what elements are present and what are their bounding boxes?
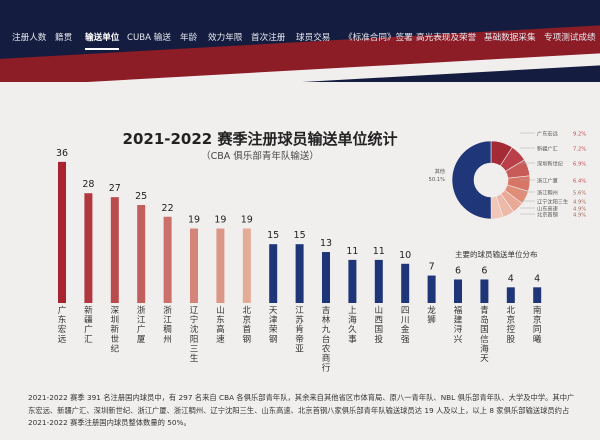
pie-label-other: 其他 (435, 167, 445, 175)
pie-label-0: 广东宏远 (537, 130, 558, 138)
pie-value-7: 4.9% (573, 213, 586, 219)
bar-value-label: 36 (56, 148, 68, 159)
bar-17 (506, 287, 515, 303)
nav-item-1[interactable]: 籍贯 (55, 33, 73, 43)
pie-value-5: 4.9% (573, 200, 586, 206)
bar-2 (110, 197, 119, 303)
bar-0 (58, 161, 66, 303)
bar-value-label: 19 (188, 215, 200, 226)
pie-value-0: 9.2% (573, 132, 586, 138)
category-label: 辽宁沈阳三生 (190, 305, 199, 364)
bar-value-label: 25 (135, 191, 147, 202)
pie-slice-8 (451, 140, 492, 220)
pie-label-3: 浙江广厦 (537, 177, 558, 185)
category-label: 四川金强 (401, 306, 410, 345)
bar-value-label: 19 (241, 215, 253, 226)
category-label: 南京同曦 (533, 304, 542, 345)
bar-4 (163, 216, 172, 303)
bar-12 (374, 259, 383, 303)
bar-16 (480, 279, 489, 303)
bar-value-label: 11 (373, 246, 385, 257)
bar-value-label: 6 (481, 265, 487, 276)
pie-label-1: 新疆广汇 (537, 145, 558, 153)
pie-value-other: 50.1% (429, 177, 446, 183)
bar-value-label: 11 (346, 246, 358, 257)
pie-value-2: 6.9% (573, 162, 586, 168)
nav-item-2[interactable]: 输送单位 (85, 29, 120, 50)
pie-label-7: 北京首钢 (537, 211, 558, 219)
pie-label-5: 辽宁沈阳三生 (537, 198, 568, 206)
nav-item-3[interactable]: CUBA 输送 (127, 33, 171, 43)
pie-value-3: 6.4% (573, 179, 586, 185)
bar-value-label: 7 (429, 262, 435, 273)
bar-11 (348, 259, 357, 303)
category-label: 龙狮 (427, 304, 436, 326)
category-label: 浙江广厦 (137, 304, 146, 345)
bar-value-label: 4 (508, 273, 514, 284)
bar-value-label: 15 (294, 230, 306, 241)
bar-9 (295, 244, 304, 303)
category-label: 广东宏远 (58, 304, 67, 345)
pie-value-6: 4.9% (573, 207, 586, 213)
bar-value-label: 19 (214, 215, 226, 226)
nav-item-0[interactable]: 注册人数 (12, 33, 47, 43)
pie-label-2: 深圳新世纪 (537, 160, 563, 168)
bar-1 (84, 193, 93, 303)
bar-value-label: 10 (399, 250, 411, 261)
chart-title: 2021-2022 赛季注册球员输送单位统计 (122, 130, 398, 148)
category-label: 北京控股 (506, 305, 515, 345)
nav-item-7[interactable]: 球员交易 (296, 33, 331, 43)
bar-value-label: 22 (162, 203, 174, 214)
nav-item-11[interactable]: 专项测试成绩 (544, 33, 596, 43)
footnote: 2021-2022 赛季 391 名注册国内球员中，有 297 名来自 CBA … (28, 393, 575, 427)
nav-item-6[interactable]: 首次注册 (251, 33, 286, 43)
category-label: 深圳新世纪 (110, 305, 119, 354)
category-label: 北京首钢 (242, 305, 251, 345)
category-label: 福建浔兴 (454, 305, 463, 345)
nav-item-8[interactable]: 《标准合同》签署 (344, 33, 413, 43)
nav-item-9[interactable]: 高光表现及荣誉 (416, 33, 477, 43)
pie-value-1: 7.2% (573, 147, 586, 153)
category-label: 吉林九台农商行 (322, 305, 331, 374)
bar-value-label: 4 (534, 273, 540, 284)
pie-label-6: 山东高速 (537, 205, 558, 213)
bar-18 (533, 287, 542, 303)
bar-value-label: 13 (320, 238, 332, 249)
top-navigation: 注册人数 籍贯 输送单位 CUBA 输送 年龄 效力年限 首次注册 球员交易 《标准合同》签署高… (0, 29, 600, 50)
bar-7 (242, 228, 251, 303)
category-label: 上海久事 (348, 305, 357, 345)
bar-value-label: 15 (267, 230, 279, 241)
category-label: 山东高速 (216, 305, 225, 345)
bar-8 (269, 244, 278, 303)
header-bar: 注册人数 籍贯 输送单位 CUBA 输送 年龄 效力年限 首次注册 球员交易 《标准合同》签署高… (0, 0, 600, 82)
bar-13 (401, 263, 410, 303)
pie-value-4: 5.6% (573, 191, 586, 197)
category-label: 山西国投 (374, 305, 383, 345)
category-label: 江苏肯帝亚 (295, 305, 304, 354)
category-label: 新疆广汇 (84, 304, 93, 345)
nav-item-4[interactable]: 年龄 (180, 33, 198, 43)
bar-10 (322, 252, 330, 303)
nav-item-5[interactable]: 效力年限 (208, 33, 243, 43)
bar-value-label: 6 (455, 265, 461, 276)
bar-3 (137, 205, 146, 303)
category-label: 天津荣钢 (269, 306, 278, 345)
nav-item-10[interactable]: 基础数据采集 (484, 33, 536, 43)
chart-subtitle: （CBA 俱乐部青年队输送） (201, 151, 319, 162)
category-label: 青岛国信海天 (480, 304, 489, 364)
bar-15 (454, 279, 462, 303)
bar-value-label: 28 (82, 179, 94, 190)
category-label: 浙江稠州 (163, 304, 172, 345)
pie-caption: 主要的球员输送单位分布 (455, 250, 538, 259)
bar-5 (190, 228, 198, 303)
bar-value-label: 27 (109, 183, 121, 194)
bar-14 (427, 275, 436, 303)
pie-label-4: 浙江稠州 (537, 189, 558, 197)
bar-6 (216, 228, 225, 303)
pie-labels: 广东宏远 9.2% 新疆广汇 7.2% 深圳新世纪 6.9% 浙江广厦 6.4% 浙江稠州 5.6… (429, 130, 587, 219)
